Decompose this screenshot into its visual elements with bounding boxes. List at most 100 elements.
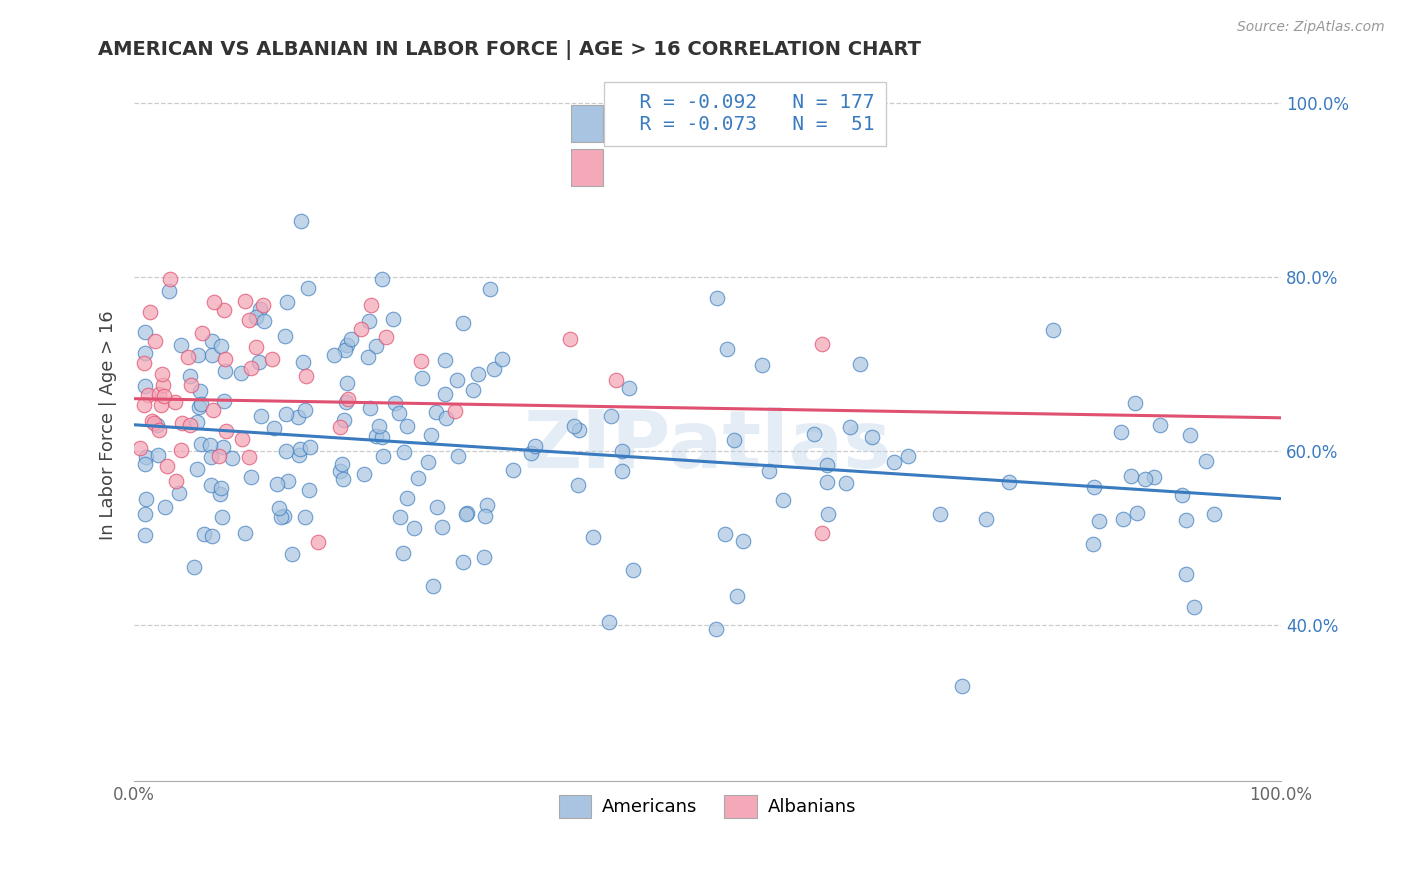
Point <box>568 424 591 438</box>
Point <box>716 343 738 357</box>
Point <box>260 352 283 367</box>
Point <box>1126 507 1149 521</box>
Point <box>416 455 439 469</box>
Point <box>426 500 449 514</box>
Point <box>392 445 415 459</box>
Point <box>395 418 418 433</box>
Point <box>974 512 997 526</box>
Point <box>267 501 290 516</box>
Point <box>357 350 380 364</box>
Point <box>929 508 952 522</box>
Point <box>290 442 312 457</box>
Point <box>179 368 201 383</box>
Point <box>811 337 834 351</box>
Point <box>598 615 620 629</box>
Point <box>332 471 354 485</box>
Point <box>134 356 156 370</box>
Point <box>817 508 839 522</box>
Point <box>157 284 180 298</box>
Point <box>299 441 322 455</box>
Point <box>135 492 157 507</box>
Point <box>212 393 235 408</box>
Point <box>170 338 193 352</box>
Point <box>456 506 478 520</box>
Point <box>191 326 214 340</box>
Point <box>433 387 456 401</box>
Point <box>231 366 253 380</box>
Point <box>605 373 627 387</box>
Point <box>434 410 457 425</box>
Point <box>150 398 173 412</box>
Point <box>212 440 235 454</box>
Point <box>1178 427 1201 442</box>
Point <box>621 564 644 578</box>
Point <box>478 281 501 295</box>
Point <box>276 294 298 309</box>
Point <box>274 328 297 343</box>
Point <box>209 487 232 501</box>
Point <box>1202 507 1225 521</box>
Point <box>212 302 235 317</box>
Point <box>463 383 485 397</box>
Point <box>558 332 581 346</box>
Point <box>1143 470 1166 484</box>
Point <box>406 471 429 485</box>
Point <box>266 476 288 491</box>
Point <box>238 312 260 326</box>
FancyBboxPatch shape <box>571 105 603 142</box>
Point <box>200 478 222 492</box>
Point <box>200 450 222 465</box>
Point <box>340 332 363 346</box>
Point <box>155 500 177 514</box>
Point <box>198 438 221 452</box>
Point <box>353 467 375 482</box>
Point <box>146 448 169 462</box>
Point <box>273 509 295 524</box>
Point <box>134 325 156 339</box>
Point <box>221 450 243 465</box>
Point <box>447 449 470 463</box>
Point <box>388 406 411 420</box>
Point <box>371 272 394 286</box>
Text: Source: ZipAtlas.com: Source: ZipAtlas.com <box>1237 20 1385 34</box>
Point <box>156 459 179 474</box>
Point <box>167 486 190 500</box>
Point <box>238 450 260 464</box>
Point <box>190 437 212 451</box>
Point <box>165 395 187 409</box>
Point <box>270 510 292 524</box>
Point <box>233 525 256 540</box>
Point <box>350 322 373 336</box>
Point <box>139 305 162 319</box>
Point <box>520 445 543 459</box>
Point <box>366 339 388 353</box>
Point <box>187 401 209 415</box>
Point <box>474 508 496 523</box>
Point <box>150 367 173 381</box>
Point <box>582 530 605 544</box>
Point <box>190 397 212 411</box>
Point <box>290 214 312 228</box>
Point <box>1083 480 1105 494</box>
Point <box>322 348 344 362</box>
Point <box>134 457 156 471</box>
Point <box>371 450 394 464</box>
Point <box>329 420 352 434</box>
Point <box>148 423 170 437</box>
Text: ZIPatlas: ZIPatlas <box>523 407 891 485</box>
Point <box>758 464 780 478</box>
Point <box>411 371 433 385</box>
Point <box>250 409 273 423</box>
Point <box>307 535 329 549</box>
Point <box>135 450 157 464</box>
Point <box>183 560 205 574</box>
Point <box>201 334 224 348</box>
Point <box>491 351 513 366</box>
Point <box>838 420 860 434</box>
Point <box>815 458 838 472</box>
Point <box>335 343 357 358</box>
Point <box>298 483 321 498</box>
Point <box>180 377 202 392</box>
Point <box>370 430 392 444</box>
Point <box>368 418 391 433</box>
